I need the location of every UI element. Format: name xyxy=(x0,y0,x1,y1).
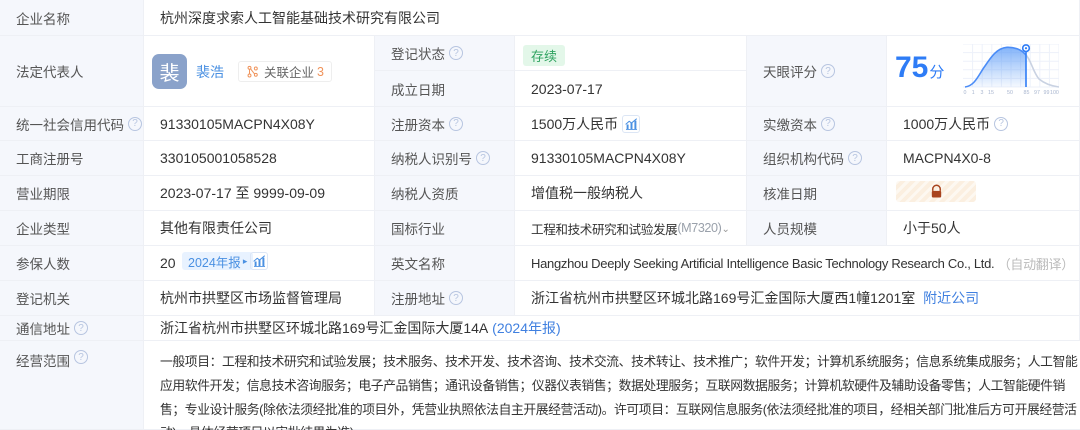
svg-text:85: 85 xyxy=(1024,90,1030,96)
svg-text:100: 100 xyxy=(1050,90,1059,96)
svg-text:3: 3 xyxy=(981,90,984,96)
svg-text:50: 50 xyxy=(1007,90,1013,96)
svg-text:15: 15 xyxy=(988,90,994,96)
svg-text:97: 97 xyxy=(1034,90,1040,96)
svg-text:1: 1 xyxy=(972,90,975,96)
svg-text:0: 0 xyxy=(964,90,967,96)
svg-text:99: 99 xyxy=(1044,90,1050,96)
